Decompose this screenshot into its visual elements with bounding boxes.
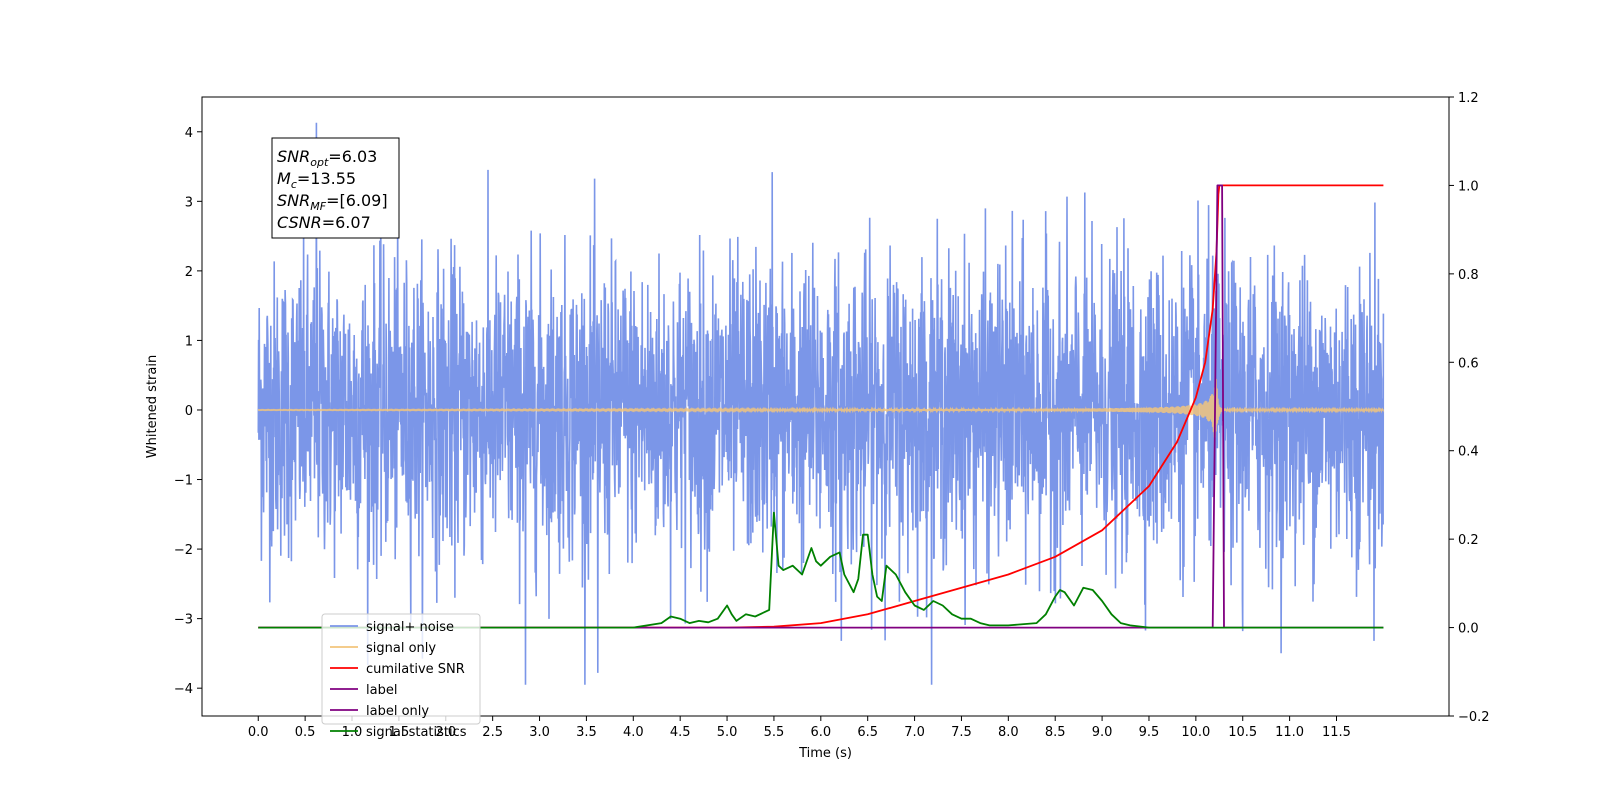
series-signal-only xyxy=(257,378,1385,438)
x-tick-label: 4.5 xyxy=(670,725,691,740)
annotation-line: CSNR=6.07 xyxy=(277,213,371,232)
annotation-line: SNRopt=6.03 xyxy=(277,147,377,169)
y2-tick-label: 0.8 xyxy=(1458,268,1479,283)
y-tick-label: 0 xyxy=(185,404,193,419)
legend-label: signal only xyxy=(366,641,436,656)
y2-tick-label: 1.0 xyxy=(1458,179,1479,194)
y-axis-right: −0.2 0.0 0.2 0.4 0.6 0.8 1.0 1.2 xyxy=(1449,91,1490,725)
y-tick-label: −3 xyxy=(174,613,193,628)
x-tick-label: 2.5 xyxy=(482,725,503,740)
y2-tick-label: −0.2 xyxy=(1458,710,1490,725)
x-axis-label: Time (s) xyxy=(798,746,852,761)
x-tick-label: 3.0 xyxy=(529,725,550,740)
legend-label: signal+ noise xyxy=(366,620,454,635)
x-axis: 0.0 0.5 1.0 1.5 2.0 2.5 3.0 3.5 4.0 4.5 5.0 5.5 6.0 6… xyxy=(248,716,1351,740)
plot-area xyxy=(257,122,1385,685)
legend-label: signal statistics xyxy=(366,725,467,740)
x-tick-label: 11.5 xyxy=(1322,725,1351,740)
y-axis-label: Whitened strain xyxy=(145,355,160,458)
legend-label: cumilative SNR xyxy=(366,662,465,677)
x-tick-label: 8.0 xyxy=(998,725,1019,740)
y-tick-label: 2 xyxy=(185,265,193,280)
legend-label: label only xyxy=(366,704,429,719)
x-tick-label: 10.5 xyxy=(1228,725,1257,740)
x-tick-label: 0.0 xyxy=(248,725,269,740)
x-tick-label: 4.0 xyxy=(623,725,644,740)
x-tick-label: 6.5 xyxy=(857,725,878,740)
y-tick-label: −1 xyxy=(174,474,193,489)
series-signal-noise xyxy=(257,122,1385,685)
x-tick-label: 8.5 xyxy=(1045,725,1066,740)
y-tick-label: 4 xyxy=(185,126,193,141)
x-tick-label: 5.5 xyxy=(764,725,785,740)
x-tick-label: 7.5 xyxy=(951,725,972,740)
x-tick-label: 5.0 xyxy=(717,725,738,740)
axes-frame xyxy=(201,96,1450,717)
x-tick-label: 3.5 xyxy=(576,725,597,740)
legend: signal+ noise signal only cumilative SNR la… xyxy=(321,613,481,740)
y2-tick-label: 0.4 xyxy=(1458,445,1479,460)
y2-tick-label: 0.2 xyxy=(1458,533,1479,548)
x-tick-label: 9.5 xyxy=(1139,725,1160,740)
x-tick-label: 10.0 xyxy=(1181,725,1210,740)
x-tick-label: 6.0 xyxy=(810,725,831,740)
y2-tick-label: 0.0 xyxy=(1458,622,1479,637)
x-tick-label: 1.0 xyxy=(342,725,363,740)
y-tick-label: −2 xyxy=(174,543,193,558)
x-tick-label: 1.5 xyxy=(389,725,410,740)
legend-label: label xyxy=(366,683,397,698)
y-tick-label: 1 xyxy=(185,334,193,349)
y2-tick-label: 1.2 xyxy=(1458,91,1479,106)
y-axis-left: −4 −3 −2 −1 0 1 2 3 4 xyxy=(174,126,202,697)
y2-tick-label: 0.6 xyxy=(1458,356,1479,371)
x-tick-label: 11.0 xyxy=(1275,725,1304,740)
annotation-line: SNRMF=[6.09] xyxy=(277,191,388,213)
series-signal-statistics xyxy=(258,511,1384,629)
x-tick-label: 0.5 xyxy=(295,725,316,740)
x-tick-label: 7.0 xyxy=(904,725,925,740)
annotation-line: Mc=13.55 xyxy=(277,169,356,191)
annotation-frame xyxy=(271,137,400,239)
legend-frame xyxy=(321,613,481,725)
x-tick-label: 9.0 xyxy=(1092,725,1113,740)
y-tick-label: 3 xyxy=(185,195,193,210)
x-tick-label: 2.0 xyxy=(435,725,456,740)
y-tick-label: −4 xyxy=(174,682,193,697)
